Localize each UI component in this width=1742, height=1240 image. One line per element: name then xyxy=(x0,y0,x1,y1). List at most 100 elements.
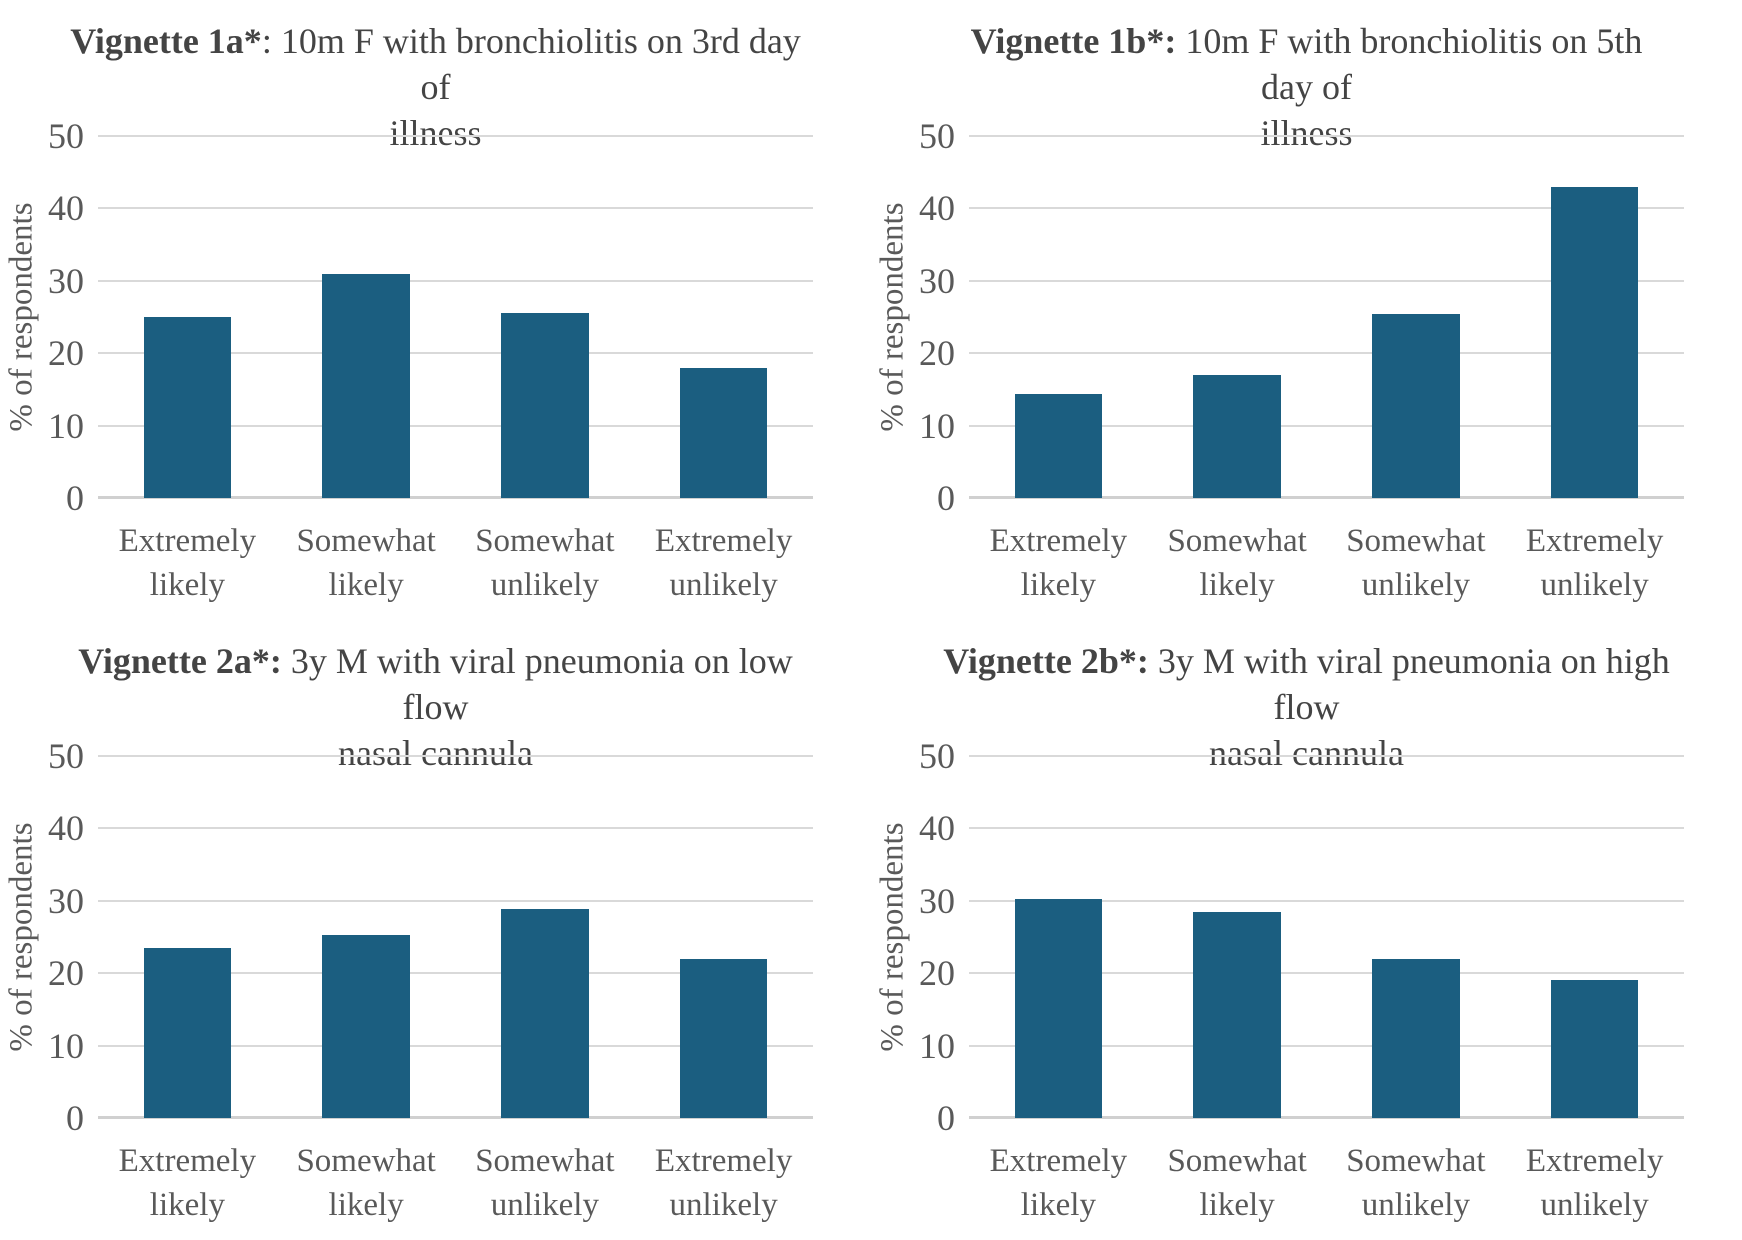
bar-slot xyxy=(277,136,456,498)
bar xyxy=(1372,958,1460,1118)
x-axis-labels: Extremely likely Somewhat likely Somewhat … xyxy=(969,498,1684,620)
bar-slot xyxy=(1505,136,1684,498)
y-tick-label: 30 xyxy=(919,880,955,921)
bar-slot xyxy=(277,756,456,1118)
x-category-label: Somewhat unlikely xyxy=(1346,523,1486,603)
plot-area xyxy=(969,135,1684,499)
y-axis: % of respondents xyxy=(0,136,44,498)
chart-title-bold: Vignette 2b*: xyxy=(943,641,1149,681)
bar xyxy=(1193,374,1281,498)
y-tick-label: 50 xyxy=(919,116,955,156)
y-axis-label: % of respondents xyxy=(874,822,911,1052)
y-axis-label: % of respondents xyxy=(3,202,40,432)
x-axis-labels: Extremely likely Somewhat likely Somewhat … xyxy=(98,1118,813,1240)
bar-slot xyxy=(634,136,813,498)
gridline xyxy=(969,899,1684,902)
x-category-label: Somewhat likely xyxy=(296,1143,436,1223)
gridline xyxy=(969,207,1684,210)
bar-slot xyxy=(634,756,813,1118)
bar-slot xyxy=(456,136,635,498)
x-category-label: Extremely likely xyxy=(989,1143,1128,1223)
x-axis-baseline xyxy=(969,496,1684,499)
y-tick-label: 50 xyxy=(919,736,955,776)
plot-area xyxy=(969,755,1684,1119)
gridline xyxy=(98,424,813,427)
x-axis-labels: Extremely likely Somewhat likely Somewhat … xyxy=(969,1118,1684,1240)
bar xyxy=(143,947,232,1118)
gridline xyxy=(969,279,1684,282)
chart-title-rest: 10m F with bronchiolitis on 5th day of i… xyxy=(1185,21,1643,154)
chart-title-rest: 3y M with viral pneumonia on low flow na… xyxy=(290,641,793,774)
x-axis-labels: Extremely likely Somewhat likely Somewhat … xyxy=(98,498,813,620)
chart-vignette-1b: Vignette 1b*: 10m F with bronchiolitis o… xyxy=(871,0,1742,620)
chart-title-bold: Vignette 1a* xyxy=(70,21,262,61)
chart-title-rest: : 10m F with bronchiolitis on 3rd day of… xyxy=(261,21,801,154)
gridline xyxy=(98,207,813,210)
y-tick-label: 50 xyxy=(48,116,84,156)
gridline xyxy=(98,899,813,902)
y-tick-label: 30 xyxy=(48,260,84,301)
bar xyxy=(1550,186,1639,498)
y-tick-label: 0 xyxy=(66,1098,84,1138)
bar-slot xyxy=(456,756,635,1118)
bar-slot xyxy=(969,136,1148,498)
y-tick-label: 40 xyxy=(48,808,84,849)
y-tick-label: 0 xyxy=(937,478,955,518)
bar-slot xyxy=(969,756,1148,1118)
chart-title: Vignette 1a*: 10m F with bronchiolitis o… xyxy=(0,0,871,153)
gridline xyxy=(98,755,813,757)
plot-area xyxy=(98,135,813,499)
y-tick-label: 40 xyxy=(48,188,84,229)
x-category-label: Somewhat likely xyxy=(1167,523,1307,603)
chart-title: Vignette 2b*: 3y M with viral pneumonia … xyxy=(871,620,1742,773)
y-tick-label: 30 xyxy=(919,260,955,301)
y-axis-ticks: 0 10 20 30 40 50 xyxy=(915,118,969,516)
bar xyxy=(1014,393,1103,498)
x-category-label: Extremely unlikely xyxy=(654,1143,793,1223)
x-category-label: Extremely likely xyxy=(118,1143,257,1223)
x-axis-baseline xyxy=(969,1116,1684,1119)
x-category-label: Extremely unlikely xyxy=(654,523,793,603)
gridline xyxy=(969,135,1684,137)
bar-slot xyxy=(1148,756,1327,1118)
y-tick-label: 10 xyxy=(919,405,955,446)
chart-title-bold: Vignette 2a*: xyxy=(78,641,282,681)
bar-slot xyxy=(1148,136,1327,498)
chart-title-rest: 3y M with viral pneumonia on high flow n… xyxy=(1157,641,1670,774)
y-tick-label: 0 xyxy=(937,1098,955,1138)
y-tick-label: 0 xyxy=(66,478,84,518)
y-axis-label: % of respondents xyxy=(874,202,911,432)
gridline xyxy=(969,424,1684,427)
y-tick-label: 10 xyxy=(48,405,84,446)
gridline xyxy=(98,1044,813,1047)
y-axis-ticks: 0 10 20 30 40 50 xyxy=(915,738,969,1136)
x-category-label: Extremely likely xyxy=(989,523,1128,603)
y-tick-label: 20 xyxy=(48,333,84,374)
bar xyxy=(1550,980,1639,1118)
gridline xyxy=(969,352,1684,355)
gridline xyxy=(969,972,1684,975)
bar-slot xyxy=(98,136,277,498)
plot-area xyxy=(98,755,813,1119)
y-axis: % of respondents xyxy=(871,756,915,1118)
y-tick-label: 20 xyxy=(919,953,955,994)
y-tick-label: 40 xyxy=(919,188,955,229)
gridline xyxy=(969,827,1684,830)
gridline xyxy=(98,135,813,137)
bar xyxy=(679,367,768,498)
x-category-label: Extremely unlikely xyxy=(1525,523,1664,603)
bar xyxy=(501,908,589,1118)
y-tick-label: 30 xyxy=(48,880,84,921)
chart-title-bold: Vignette 1b*: xyxy=(970,21,1177,61)
y-axis: % of respondents xyxy=(0,756,44,1118)
gridline xyxy=(98,972,813,975)
bar xyxy=(1193,911,1281,1118)
bars-group xyxy=(969,756,1684,1118)
bar xyxy=(501,313,589,498)
bars-group xyxy=(969,136,1684,498)
bar-slot xyxy=(1505,756,1684,1118)
x-category-label: Somewhat unlikely xyxy=(475,1143,615,1223)
x-axis-baseline xyxy=(98,496,813,499)
y-tick-label: 50 xyxy=(48,736,84,776)
